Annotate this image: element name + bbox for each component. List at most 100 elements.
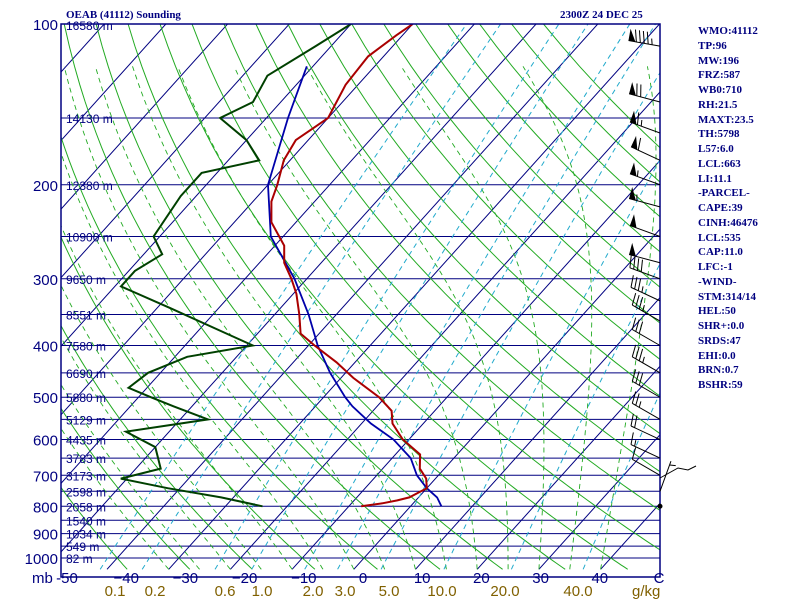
pressure-label: 100 bbox=[33, 17, 58, 34]
barb-flag bbox=[638, 373, 644, 386]
moist-adiabat bbox=[522, 66, 593, 570]
chart-profiles bbox=[119, 24, 443, 508]
wind-barb bbox=[628, 186, 661, 208]
barb-half-flag bbox=[636, 170, 639, 177]
wind-barb bbox=[629, 162, 661, 186]
mixing-ratio-line bbox=[214, 24, 560, 570]
barb-flag bbox=[636, 112, 640, 125]
pressure-label: 500 bbox=[33, 390, 58, 407]
stability-indices-panel: WMO:41112 TP:96 MW:196 FRZ:587 WB0:710 RH:21.… bbox=[698, 24, 758, 393]
isotherm-line bbox=[61, 24, 476, 485]
mixing-ratio-label: 3.0 bbox=[335, 583, 356, 600]
isotherm-line bbox=[61, 24, 167, 142]
mixing-ratio-label: 2.0 bbox=[303, 583, 324, 600]
temperature-tick-label: 10 bbox=[414, 570, 431, 587]
wind-barb bbox=[630, 275, 661, 302]
moist-adiabat bbox=[600, 66, 657, 570]
stability-index-item: RH:21.5 bbox=[698, 98, 738, 111]
barb-flag bbox=[630, 275, 634, 288]
pressure-label: 700 bbox=[33, 468, 58, 485]
temperature-tick-label: 30 bbox=[532, 570, 549, 587]
stability-index-item: LCL:663 bbox=[698, 157, 741, 170]
isotherm-line bbox=[0, 0, 3, 569]
stability-index-item: -WIND- bbox=[698, 275, 737, 288]
moist-adiabat bbox=[306, 66, 509, 570]
barb-flag bbox=[638, 30, 641, 43]
stability-index-item: MAXT:23.5 bbox=[698, 113, 754, 126]
barb-staff bbox=[632, 402, 661, 420]
barb-flag bbox=[646, 31, 649, 45]
pressure-label: 300 bbox=[33, 272, 58, 289]
temperature-tick-label: −10 bbox=[291, 570, 316, 587]
dry-adiabat bbox=[319, 24, 660, 397]
height-label: 7580 m bbox=[66, 340, 106, 354]
barb-pennant bbox=[629, 82, 636, 96]
mixing-ratio-line bbox=[443, 158, 660, 570]
stability-index-item: SHR+:0.0 bbox=[698, 320, 745, 332]
pressure-label: 200 bbox=[33, 178, 58, 195]
barb-flag bbox=[635, 346, 640, 359]
barb-staff bbox=[659, 461, 672, 492]
barb-flag bbox=[635, 319, 640, 332]
mixing-ratio-label: 0.6 bbox=[215, 583, 236, 600]
pressure-label: 900 bbox=[33, 527, 58, 544]
temperature-tick-label: 0 bbox=[359, 570, 367, 587]
moist-adiabat bbox=[233, 66, 478, 570]
barb-staff bbox=[630, 146, 661, 161]
stability-index-item: SRDS:47 bbox=[698, 334, 741, 347]
barb-staff bbox=[630, 444, 661, 459]
wind-profile bbox=[628, 28, 697, 509]
wind-barb bbox=[630, 413, 661, 440]
temperature-tick-label: 40 bbox=[591, 570, 608, 587]
barb-staff bbox=[632, 304, 661, 322]
stability-index-item: CAP:11.0 bbox=[698, 246, 743, 259]
dry-adiabat bbox=[191, 24, 660, 551]
wind-barb bbox=[629, 110, 661, 134]
corner-unit-label: mb bbox=[32, 570, 53, 587]
barb-flag bbox=[640, 259, 643, 272]
barb-pennant bbox=[629, 162, 637, 177]
stability-index-item: STM:314/14 bbox=[698, 290, 757, 303]
stability-index-item: WB0:710 bbox=[698, 84, 742, 96]
barb-flag bbox=[631, 344, 637, 357]
wind-barb bbox=[629, 214, 661, 237]
moist-adiabat bbox=[400, 66, 545, 570]
dry-adiabat bbox=[61, 486, 128, 570]
barb-half-flag bbox=[638, 401, 642, 408]
barb-flag bbox=[637, 278, 642, 291]
height-label: 5129 m bbox=[66, 413, 106, 427]
pressure-label: 600 bbox=[33, 433, 58, 450]
mixing-ratio-label: 5.0 bbox=[379, 583, 400, 600]
isotherm-line bbox=[61, 24, 352, 347]
dry-adiabat bbox=[383, 24, 660, 324]
wind-barb bbox=[630, 135, 661, 161]
height-label: 82 m bbox=[66, 552, 93, 566]
mixing-ratio-label: 0.1 bbox=[105, 583, 126, 600]
parcel-trace bbox=[267, 65, 443, 507]
height-label: 12380 m bbox=[66, 179, 113, 193]
dry-adiabat bbox=[415, 24, 660, 288]
height-label: 14130 m bbox=[66, 112, 113, 126]
wind-barb bbox=[628, 28, 661, 47]
stability-index-item: TP:96 bbox=[698, 39, 727, 52]
temperature-tick-label: C bbox=[654, 570, 665, 587]
moist-adiabat bbox=[61, 224, 293, 570]
barb-flag bbox=[630, 432, 634, 445]
stability-index-item: EHI:0.0 bbox=[698, 349, 736, 362]
barb-flag bbox=[631, 391, 637, 404]
wind-barb bbox=[631, 344, 661, 374]
dry-adiabat bbox=[61, 235, 316, 570]
barb-flag bbox=[638, 321, 644, 334]
mixing-ratio-line bbox=[251, 24, 589, 570]
wind-barb bbox=[629, 255, 661, 280]
moist-adiabat bbox=[63, 66, 355, 570]
moist-adiabat bbox=[61, 284, 262, 570]
pressure-label: 400 bbox=[33, 339, 58, 356]
moist-adiabat bbox=[177, 66, 447, 570]
barb-half-flag bbox=[634, 440, 637, 447]
mixing-ratio-line bbox=[99, 24, 468, 570]
dry-adiabat bbox=[159, 24, 628, 570]
height-label: 5880 m bbox=[66, 391, 106, 405]
temperature-tick-label: −20 bbox=[232, 570, 257, 587]
